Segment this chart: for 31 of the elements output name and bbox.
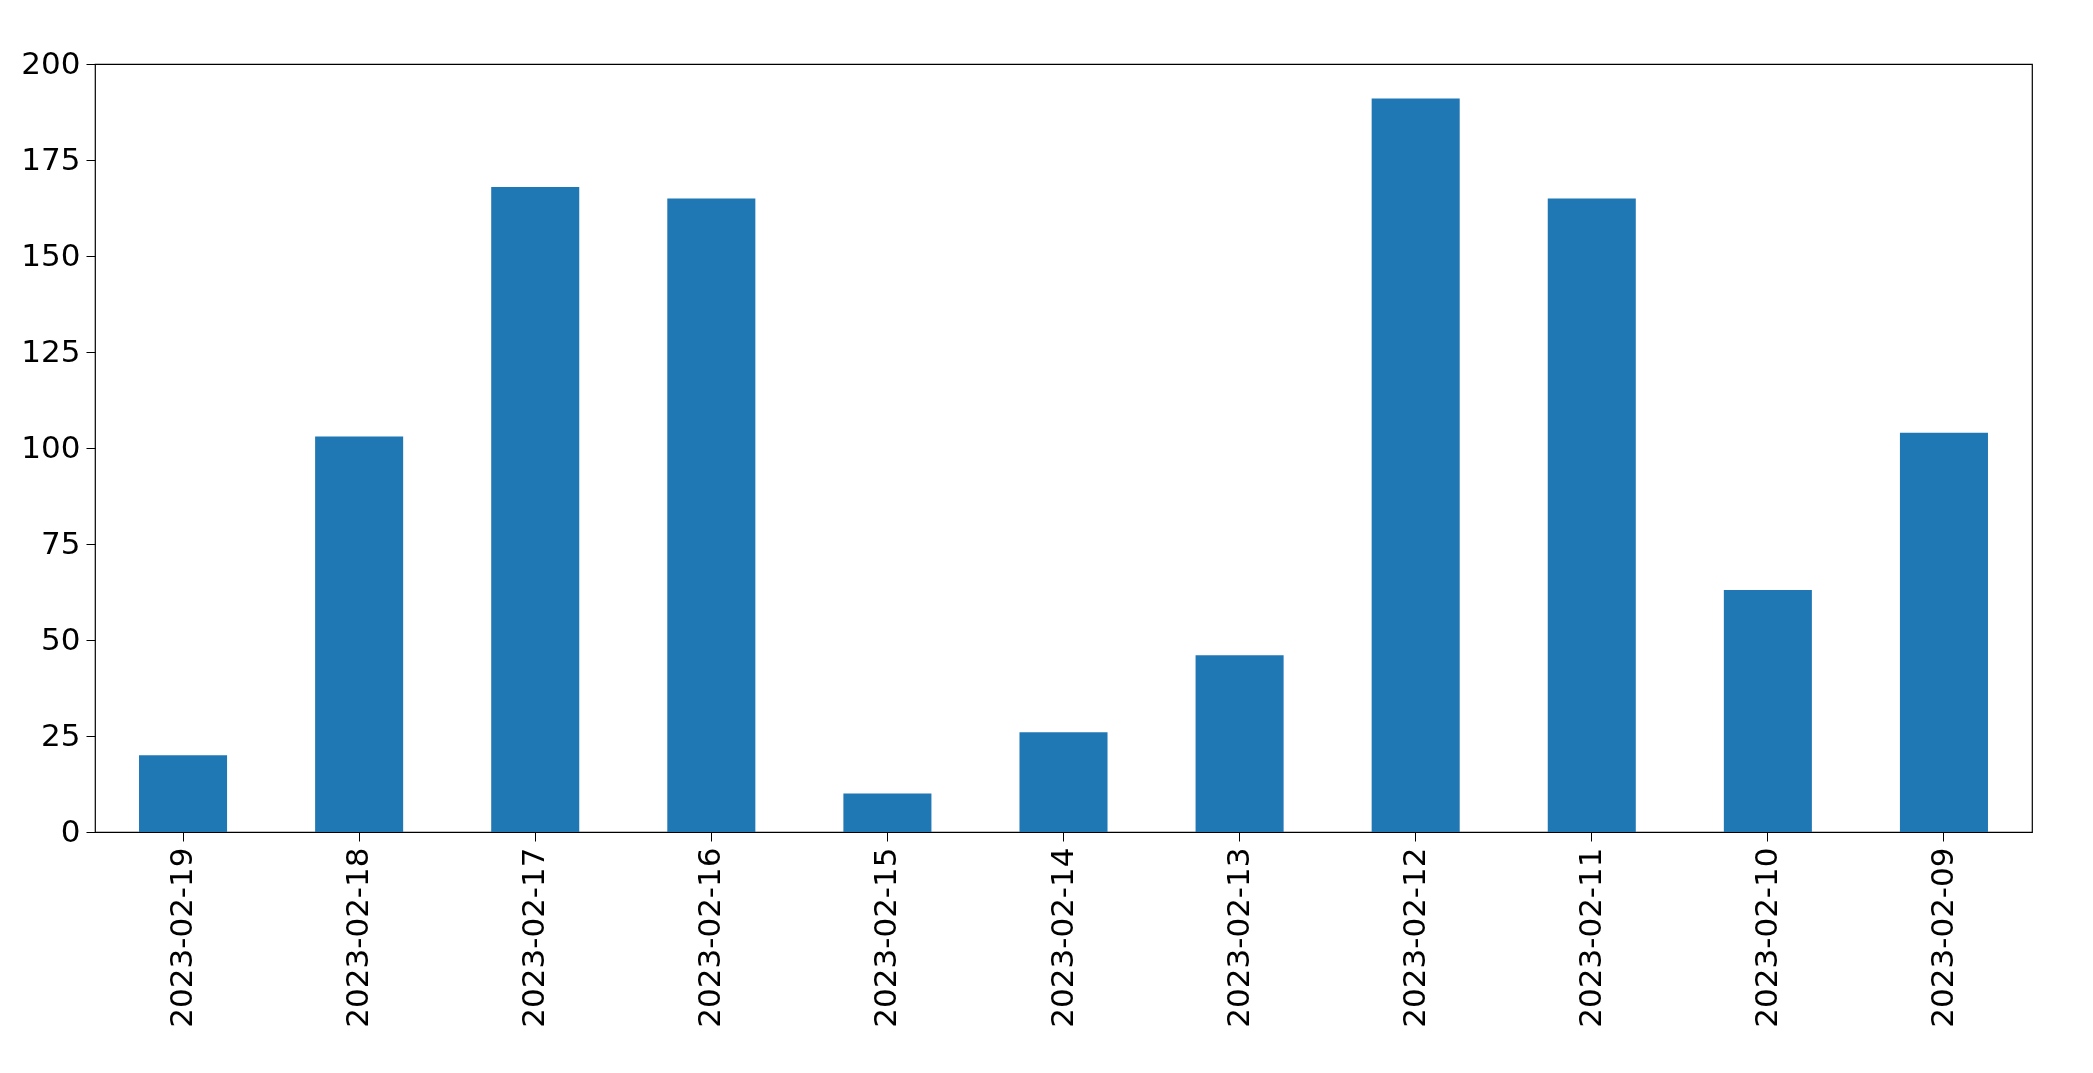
- x-tick-label: 2023-02-13: [1219, 847, 1256, 1028]
- x-tick-label: 2023-02-15: [867, 847, 904, 1028]
- y-tick-label: 100: [21, 428, 81, 465]
- x-tick-label: 2023-02-12: [1395, 847, 1432, 1028]
- x-tick-label: 2023-02-16: [691, 847, 728, 1028]
- y-tick-label: 75: [41, 524, 81, 561]
- x-tick-label: 2023-02-10: [1747, 847, 1784, 1028]
- y-tick-label: 0: [60, 812, 81, 849]
- bar: [1547, 198, 1636, 832]
- bar: [667, 198, 756, 832]
- y-tick-label: 175: [21, 140, 81, 177]
- bar: [491, 186, 580, 832]
- y-tick-label: 200: [21, 44, 81, 81]
- x-tick-label: 2023-02-19: [163, 847, 200, 1028]
- bar: [1019, 732, 1108, 832]
- x-tick-label: 2023-02-09: [1923, 847, 1960, 1028]
- y-tick-label: 50: [41, 620, 81, 657]
- bar: [139, 755, 228, 832]
- bar: [843, 793, 932, 832]
- bar: [1899, 432, 1988, 832]
- y-tick-label: 125: [21, 332, 81, 369]
- y-tick-label: 25: [41, 716, 81, 753]
- x-tick-label: 2023-02-17: [515, 847, 552, 1028]
- x-tick-label: 2023-02-14: [1043, 847, 1080, 1028]
- bar: [1195, 655, 1284, 832]
- bar: [1371, 98, 1460, 832]
- y-tick-label: 150: [21, 236, 81, 273]
- x-tick-label: 2023-02-18: [339, 847, 376, 1028]
- x-tick-label: 2023-02-11: [1571, 847, 1608, 1028]
- bar: [1723, 590, 1812, 832]
- bar: [315, 436, 404, 832]
